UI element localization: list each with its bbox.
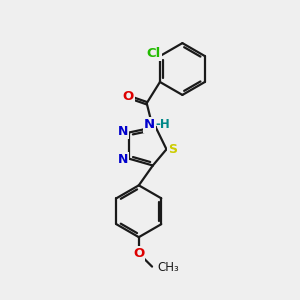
Text: O: O — [122, 90, 134, 103]
Text: -H: -H — [156, 118, 171, 131]
Text: S: S — [168, 143, 177, 156]
Text: N: N — [118, 153, 128, 166]
Text: N: N — [144, 118, 155, 131]
Text: N: N — [118, 125, 128, 138]
Text: CH₃: CH₃ — [158, 261, 179, 274]
Text: O: O — [133, 248, 144, 260]
Text: Cl: Cl — [146, 47, 161, 60]
